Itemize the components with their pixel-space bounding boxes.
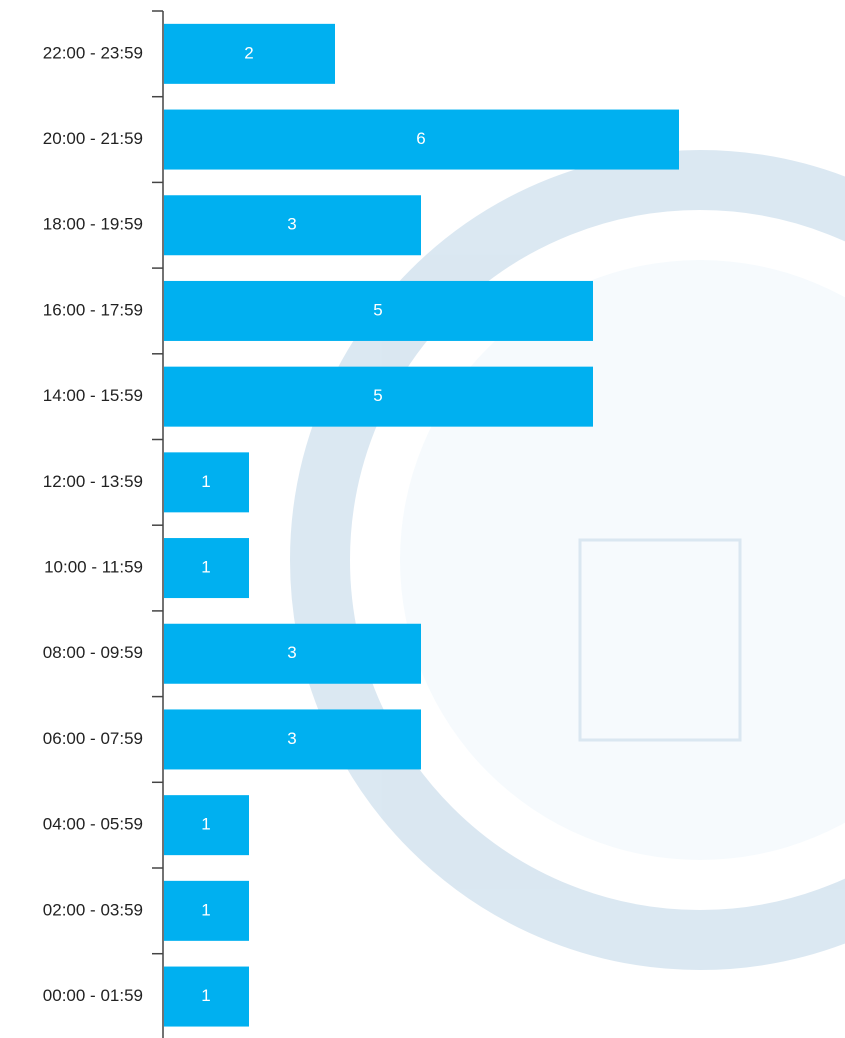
bar xyxy=(164,195,421,256)
value-label: 6 xyxy=(416,129,425,148)
value-label: 1 xyxy=(201,558,210,577)
category-label: 08:00 - 09:59 xyxy=(43,643,143,662)
bar xyxy=(164,366,593,427)
watermark-disc xyxy=(400,260,845,860)
category-label: 10:00 - 11:59 xyxy=(44,558,143,577)
category-label: 20:00 - 21:59 xyxy=(43,129,143,148)
category-label: 14:00 - 15:59 xyxy=(43,386,143,405)
value-label: 3 xyxy=(287,729,296,748)
watermark-ring xyxy=(290,150,845,970)
value-label: 1 xyxy=(201,900,210,919)
value-label: 3 xyxy=(287,215,296,234)
bar xyxy=(164,880,249,941)
category-label: 12:00 - 13:59 xyxy=(43,472,143,491)
category-label: 18:00 - 19:59 xyxy=(43,215,143,234)
category-label: 02:00 - 03:59 xyxy=(43,900,143,919)
category-label: 22:00 - 23:59 xyxy=(43,43,143,62)
bar xyxy=(164,109,679,170)
bar xyxy=(164,280,593,341)
category-label: 04:00 - 05:59 xyxy=(43,815,143,834)
bar xyxy=(164,538,249,599)
bar xyxy=(164,795,249,856)
value-label: 1 xyxy=(201,986,210,1005)
category-label: 16:00 - 17:59 xyxy=(43,300,143,319)
category-label: 06:00 - 07:59 xyxy=(43,729,143,748)
bar xyxy=(164,452,249,513)
value-label: 1 xyxy=(201,815,210,834)
value-label: 3 xyxy=(287,643,296,662)
watermark-grid xyxy=(578,538,742,742)
value-label: 2 xyxy=(244,43,253,62)
category-label: 00:00 - 01:59 xyxy=(43,986,143,1005)
value-label: 5 xyxy=(373,386,382,405)
bar xyxy=(164,709,421,770)
bar xyxy=(164,23,335,84)
value-label: 5 xyxy=(373,300,382,319)
value-label: 1 xyxy=(201,472,210,491)
bar xyxy=(164,623,421,684)
bar xyxy=(164,966,249,1027)
